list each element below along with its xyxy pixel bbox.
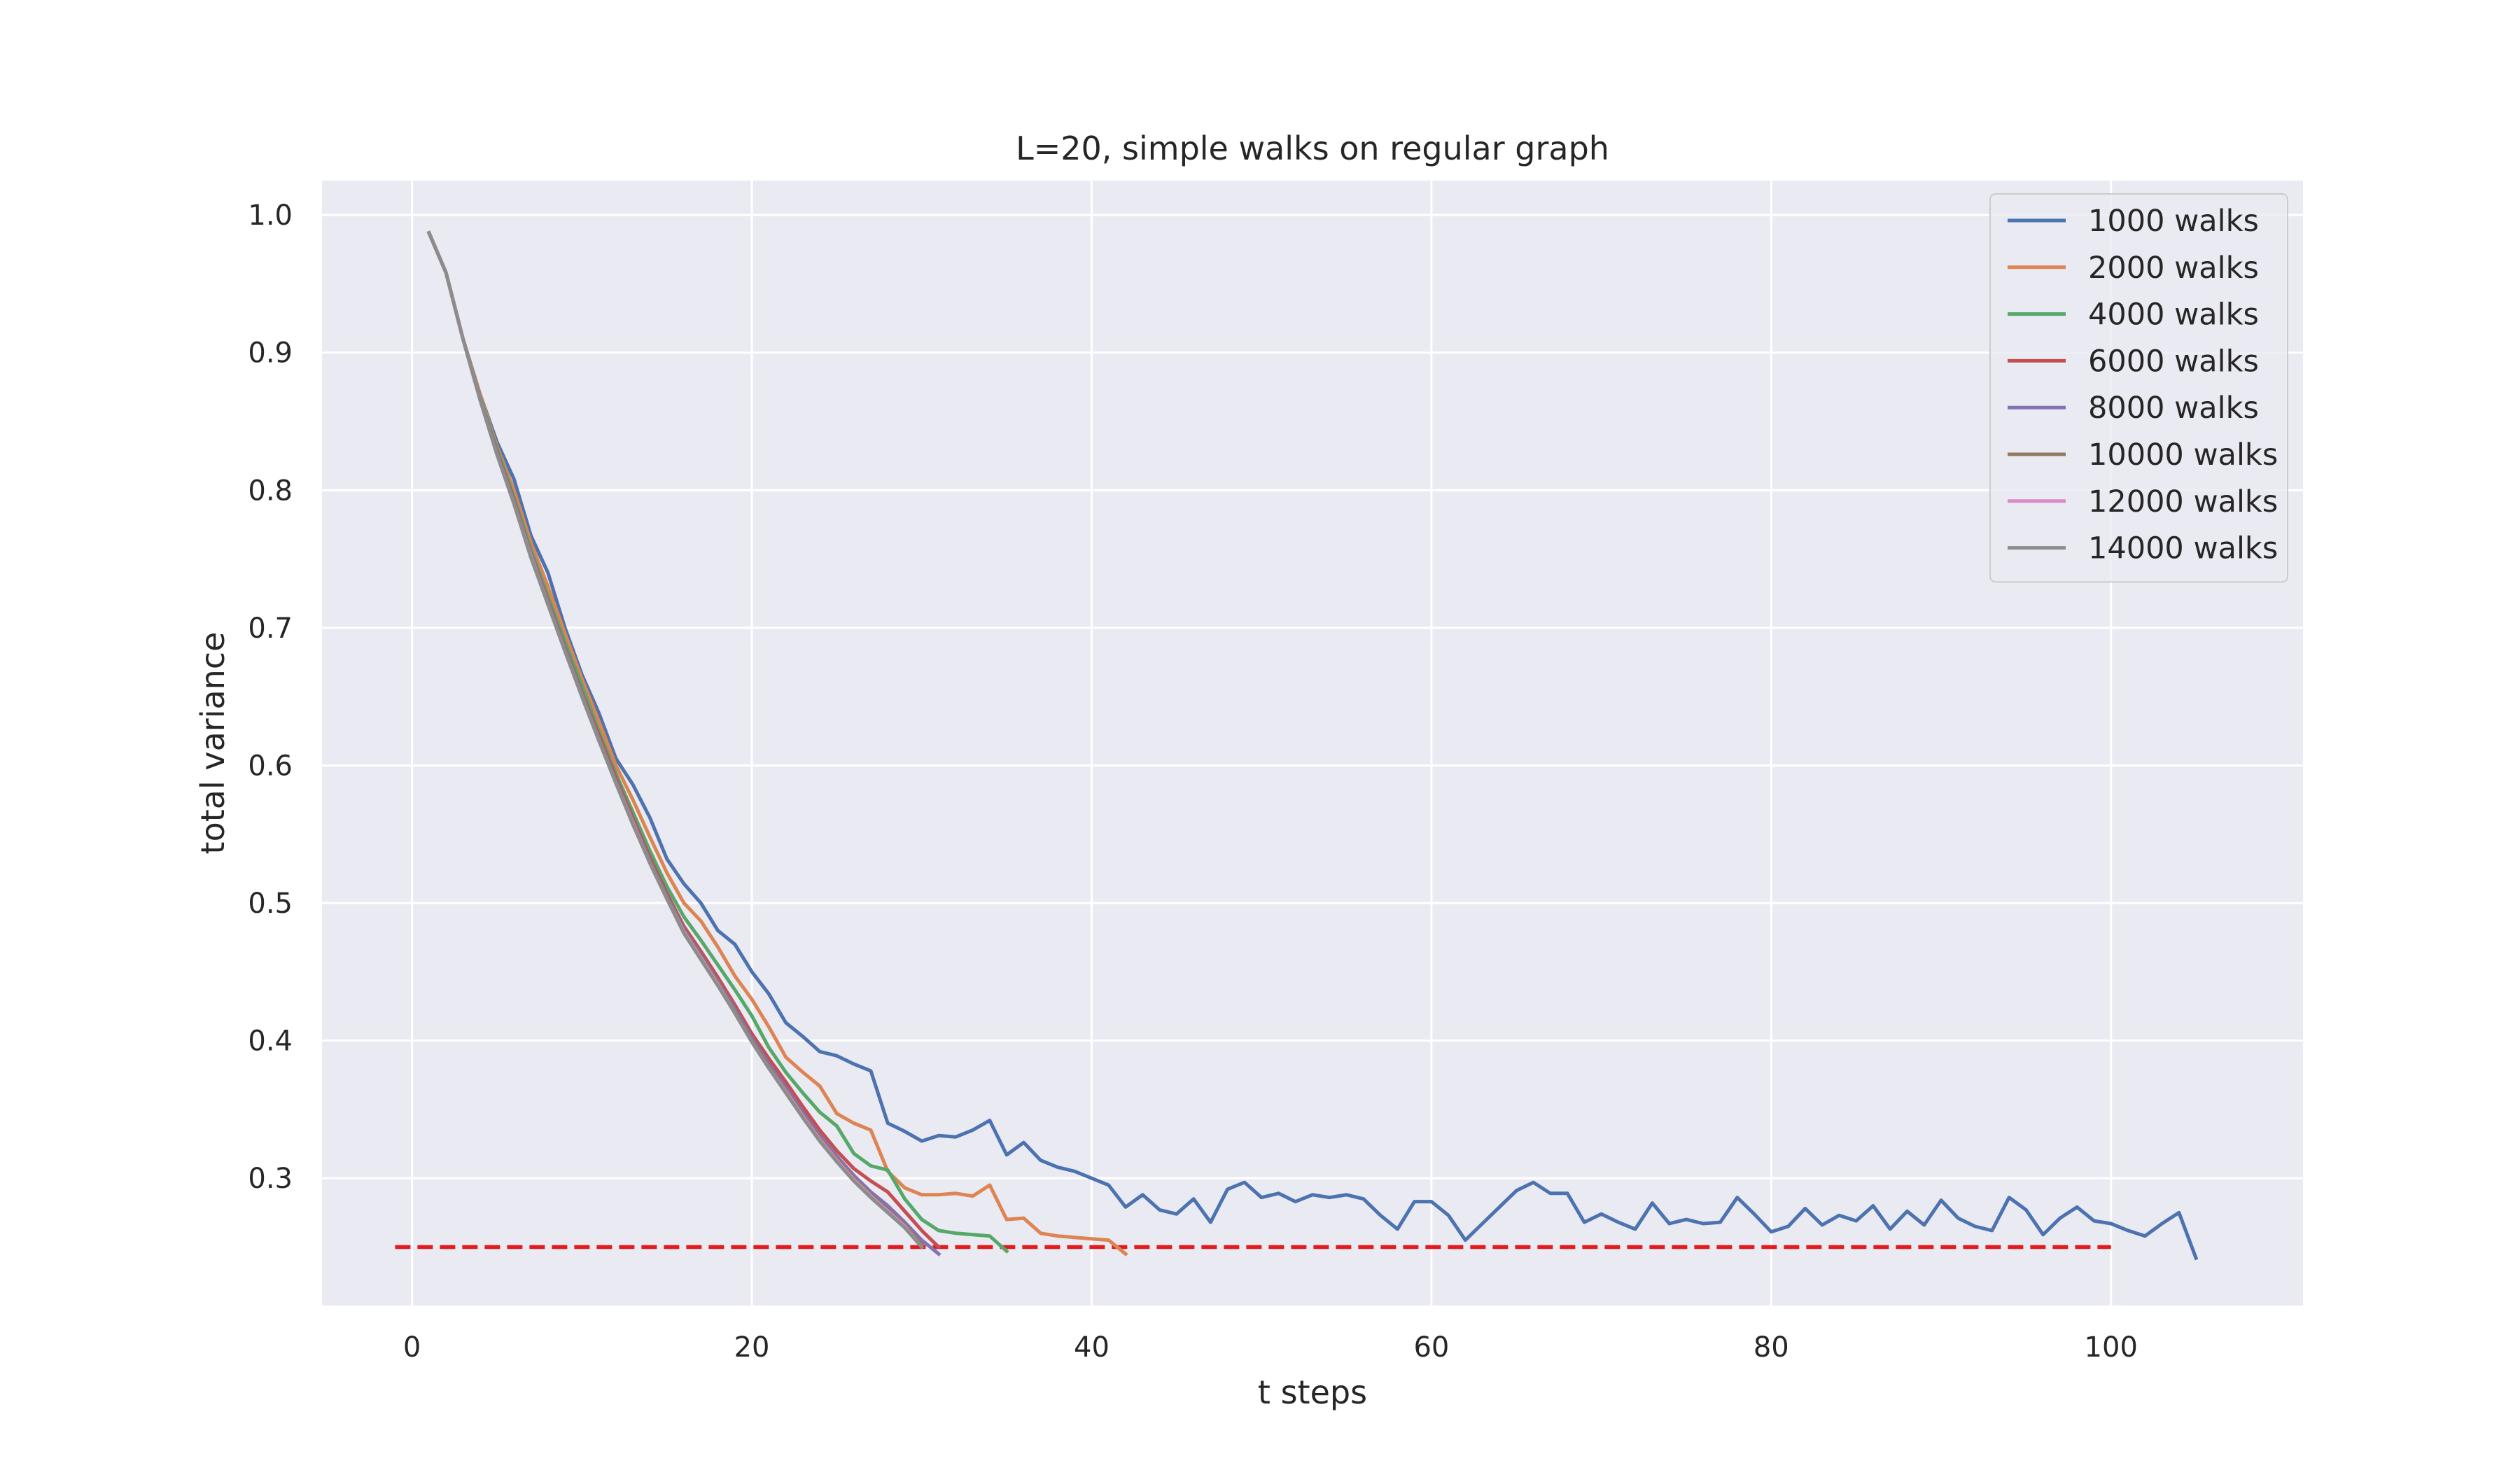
y-tick-label: 0.4: [248, 1026, 293, 1058]
x-tick-label: 80: [1754, 1331, 1789, 1364]
x-tick-label: 100: [2085, 1331, 2138, 1364]
legend-entry-label: 2000 walks: [2088, 251, 2259, 286]
y-tick-label: 0.6: [248, 750, 293, 782]
legend-entry-label: 6000 walks: [2088, 344, 2259, 379]
x-tick-label: 20: [734, 1331, 770, 1364]
x-tick-label: 0: [403, 1331, 421, 1364]
x-tick-label: 60: [1413, 1331, 1449, 1364]
y-tick-label: 0.3: [248, 1163, 293, 1195]
plot-area: [322, 181, 2303, 1306]
legend-entry-label: 1000 walks: [2088, 204, 2259, 239]
x-axis: 0 20 40 60 80 100: [403, 1331, 2138, 1364]
series-line-1: [426, 230, 2199, 1261]
gridlines: [322, 181, 2303, 1306]
legend-frame: [1989, 193, 2288, 583]
legend-entry-label: 8000 walks: [2088, 391, 2259, 426]
y-axis-label: total variance: [194, 632, 232, 855]
y-tick-label: 1.0: [248, 200, 293, 232]
legend-entry-label: 10000 walks: [2088, 438, 2278, 472]
legend-entry-label: 12000 walks: [2088, 484, 2278, 519]
chart-title: L=20, simple walks on regular graph: [1016, 130, 1609, 167]
y-tick-label: 0.9: [248, 337, 293, 370]
x-axis-label: t steps: [1258, 1373, 1367, 1411]
legend-entry-label: 4000 walks: [2088, 298, 2259, 332]
y-tick-label: 0.8: [248, 475, 293, 507]
series-layer: [426, 230, 2199, 1261]
x-tick-label: 40: [1074, 1331, 1110, 1364]
series-line-2: [426, 230, 1128, 1256]
series-line-8: [426, 230, 925, 1250]
y-tick-label: 0.7: [248, 612, 293, 645]
legend: 1000 walks 2000 walks 4000 walks 6000 walks…: [1989, 193, 2288, 583]
legend-entry-label: 14000 walks: [2088, 531, 2278, 566]
y-axis: 0.3 0.4 0.5 0.6 0.7 0.8 0.9 1.0: [248, 200, 293, 1195]
y-tick-label: 0.5: [248, 888, 293, 920]
